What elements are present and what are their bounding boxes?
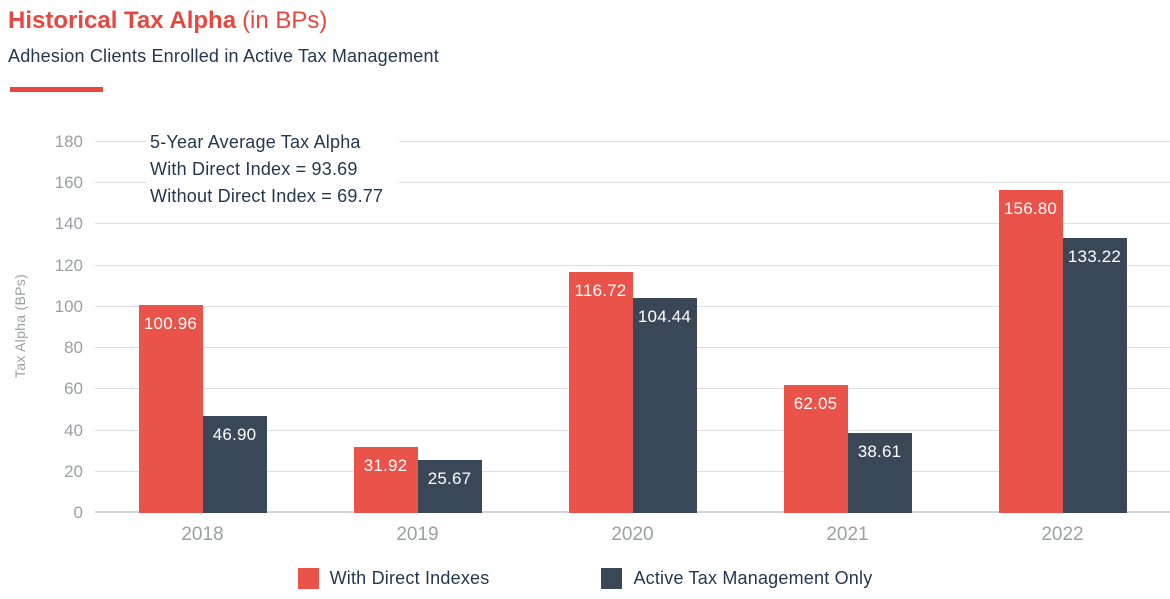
bar-value-label: 46.90 <box>212 425 257 445</box>
bar-value-label: 100.96 <box>143 313 198 333</box>
bar-value-label: 38.61 <box>857 442 902 462</box>
bar-value-label: 104.44 <box>637 306 692 326</box>
annotation-line-3: Without Direct Index = 69.77 <box>150 186 384 206</box>
y-tick-label-100: 100 <box>54 296 83 316</box>
bar-2018-with-direct-indexes: 100.96 <box>138 304 203 513</box>
y-tick-label-140: 140 <box>54 214 83 234</box>
y-tick-label-180: 180 <box>54 132 83 151</box>
bar-value-label: 31.92 <box>363 456 408 476</box>
bar-2021-active-tax-only: 38.61 <box>847 433 912 513</box>
legend-item-with-direct-indexes: With Direct Indexes <box>297 568 490 589</box>
legend-swatch-red <box>297 568 319 589</box>
x-tick-label-2020: 2020 <box>611 524 654 545</box>
gridline-y-160 <box>95 182 1170 184</box>
gridline-y-120 <box>95 264 1170 266</box>
x-tick-label-2021: 2021 <box>826 524 869 545</box>
annotation-line-2: With Direct Index = 93.69 <box>150 159 358 179</box>
x-tick-label-2018: 2018 <box>181 524 224 545</box>
bar-value-label: 62.05 <box>793 394 838 414</box>
plot-area: 0 20 40 60 80 100 120 140 160 180 100.96 46.90 2018 3… <box>55 132 1170 545</box>
y-tick-label-160: 160 <box>54 173 83 193</box>
title-underline-rule <box>10 87 103 92</box>
bar-value-label: 133.22 <box>1067 247 1122 267</box>
bar-2022-active-tax-only: 133.22 <box>1062 238 1127 513</box>
bar-value-label: 156.80 <box>1003 198 1058 218</box>
bar-2019-active-tax-only: 25.67 <box>417 460 482 513</box>
chart-header: Historical Tax Alpha (in BPs) Adhesion Cl… <box>8 6 439 67</box>
bar-2018-active-tax-only: 46.90 <box>202 416 267 513</box>
y-tick-label-20: 20 <box>64 461 83 481</box>
legend-swatch-dark <box>601 568 623 589</box>
legend-item-active-tax-management-only: Active Tax Management Only <box>601 568 872 589</box>
bar-2020-active-tax-only: 104.44 <box>632 297 697 513</box>
page-title-main: Historical Tax Alpha <box>8 7 237 34</box>
y-axis-title: Tax Alpha (BPs) <box>12 273 28 379</box>
annotation-line-1: 5-Year Average Tax Alpha <box>150 132 361 152</box>
legend-label-active-tax-management-only: Active Tax Management Only <box>633 568 873 588</box>
page-title-suffix: (in BPs) <box>242 7 328 34</box>
average-annotation: 5-Year Average Tax Alpha With Direct Ind… <box>146 126 400 213</box>
y-tick-label-0: 0 <box>73 503 83 522</box>
y-tick-label-40: 40 <box>64 420 83 440</box>
bar-value-label: 116.72 <box>574 281 627 301</box>
y-tick-label-80: 80 <box>64 338 83 358</box>
bar-value-label: 25.67 <box>427 469 472 489</box>
legend: With Direct Indexes Active Tax Managemen… <box>0 568 1170 589</box>
bar-2021-with-direct-indexes: 62.05 <box>783 385 848 513</box>
page-subtitle: Adhesion Clients Enrolled in Active Tax … <box>8 46 439 66</box>
x-tick-label-2019: 2019 <box>396 524 439 545</box>
bar-2022-with-direct-indexes: 156.80 <box>998 189 1063 513</box>
gridline-y-180 <box>95 141 1170 142</box>
bar-2019-with-direct-indexes: 31.92 <box>353 447 418 513</box>
legend-label-with-direct-indexes: With Direct Indexes <box>329 568 490 588</box>
bar-2020-with-direct-indexes: 116.72 <box>568 272 633 513</box>
x-tick-label-2022: 2022 <box>1041 524 1084 545</box>
gridline-y-140 <box>95 223 1170 225</box>
y-tick-label-60: 60 <box>64 379 83 399</box>
y-tick-label-120: 120 <box>54 255 83 275</box>
page-title: Historical Tax Alpha (in BPs) <box>8 6 439 36</box>
